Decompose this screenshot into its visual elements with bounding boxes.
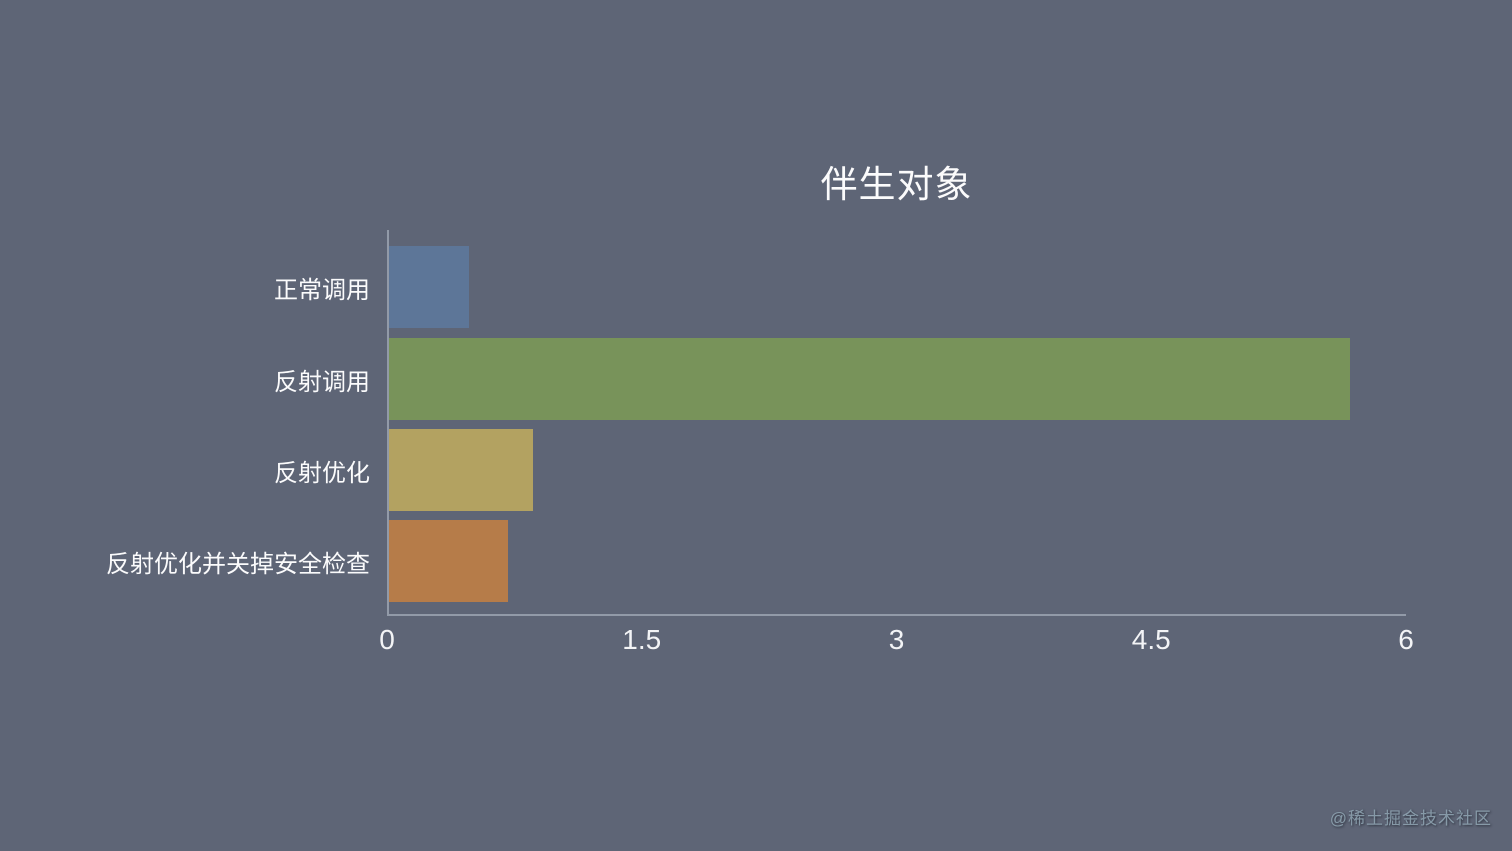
chart-title: 伴生对象 bbox=[820, 164, 973, 205]
x-tick-label-2: 3 bbox=[888, 624, 905, 655]
plot-area bbox=[387, 230, 1406, 616]
x-tick-label-0: 0 bbox=[379, 624, 395, 655]
category-label-3: 反射优化并关掉安全检查 bbox=[106, 550, 370, 578]
bar-3 bbox=[389, 520, 508, 602]
bar-2 bbox=[389, 429, 534, 511]
bar-0 bbox=[389, 246, 469, 328]
x-tick-label-4: 6 bbox=[1398, 624, 1414, 655]
category-label-1: 反射调用 bbox=[274, 368, 370, 396]
watermark: @稀土掘金技术社区 bbox=[1329, 809, 1492, 828]
bar-1 bbox=[389, 338, 1351, 420]
x-tick-label-1: 1.5 bbox=[622, 624, 662, 655]
category-label-2: 反射优化 bbox=[274, 459, 370, 487]
x-tick-label-3: 4.5 bbox=[1131, 624, 1171, 655]
category-label-0: 正常调用 bbox=[274, 276, 370, 304]
